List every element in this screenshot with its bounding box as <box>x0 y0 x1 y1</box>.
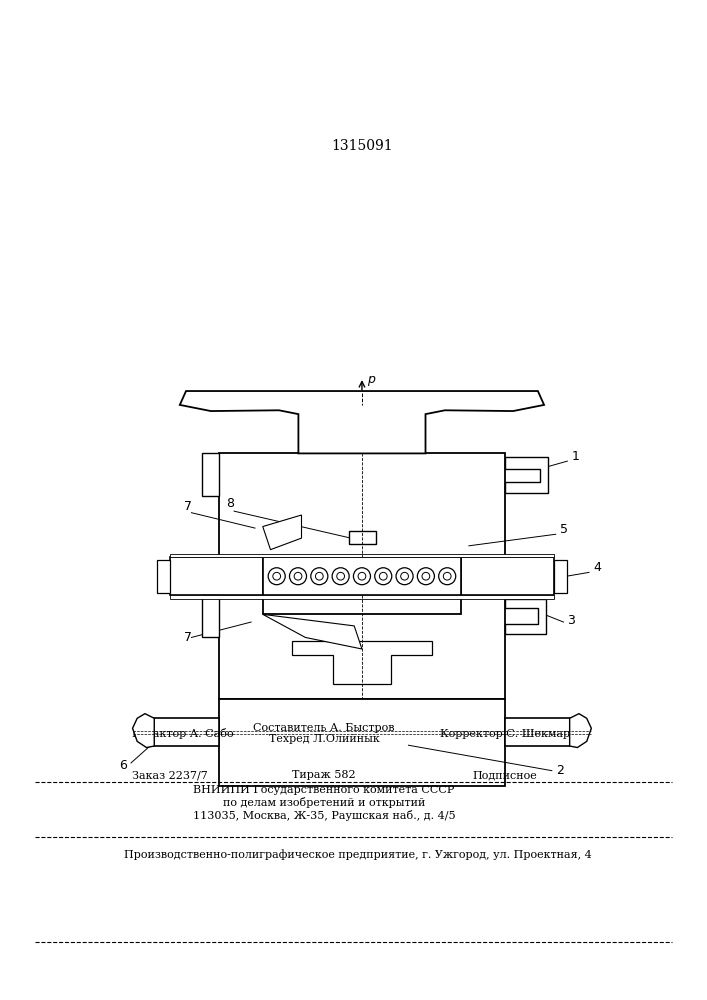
Text: 113035, Москва, Ж-35, Раушская наб., д. 4/5: 113035, Москва, Ж-35, Раушская наб., д. … <box>193 810 455 821</box>
Circle shape <box>422 572 430 580</box>
Text: 2: 2 <box>556 764 563 778</box>
Text: 5: 5 <box>559 523 568 536</box>
Bar <box>170 554 554 557</box>
Text: 8: 8 <box>226 497 234 510</box>
Text: 1: 1 <box>571 450 579 463</box>
PathPatch shape <box>263 557 461 595</box>
Circle shape <box>396 568 413 585</box>
PathPatch shape <box>292 641 432 684</box>
Text: 7: 7 <box>184 631 192 644</box>
PathPatch shape <box>132 714 154 748</box>
PathPatch shape <box>218 595 506 699</box>
Text: Производственно-полиграфическое предприятие, г. Ужгород, ул. Проектная, 4: Производственно-полиграфическое предприя… <box>124 849 592 860</box>
Text: Техред Л.Олийнык: Техред Л.Олийнык <box>269 734 380 744</box>
Circle shape <box>289 568 307 585</box>
Circle shape <box>438 568 456 585</box>
Text: Заказ 2237/7: Заказ 2237/7 <box>132 770 208 780</box>
Circle shape <box>375 568 392 585</box>
PathPatch shape <box>170 557 263 595</box>
Circle shape <box>417 568 434 585</box>
Circle shape <box>315 572 323 580</box>
Circle shape <box>273 572 281 580</box>
Text: по делам изобретений и открытий: по делам изобретений и открытий <box>223 797 425 808</box>
PathPatch shape <box>506 599 546 634</box>
Text: 6: 6 <box>119 759 127 772</box>
Circle shape <box>294 572 302 580</box>
Text: 3: 3 <box>567 614 575 627</box>
Circle shape <box>401 572 409 580</box>
Text: Тираж 582: Тираж 582 <box>292 770 356 780</box>
Text: 1315091: 1315091 <box>331 139 393 153</box>
Text: р: р <box>367 373 375 386</box>
Circle shape <box>354 568 370 585</box>
PathPatch shape <box>218 699 506 786</box>
PathPatch shape <box>154 718 218 746</box>
Bar <box>158 560 170 593</box>
Bar <box>170 595 554 599</box>
PathPatch shape <box>180 391 544 453</box>
PathPatch shape <box>201 453 218 496</box>
PathPatch shape <box>570 714 591 748</box>
Text: 7: 7 <box>184 500 192 513</box>
Circle shape <box>380 572 387 580</box>
Text: Подписное: Подписное <box>472 770 537 780</box>
Text: 4: 4 <box>593 561 601 574</box>
Text: Составитель А. Быстров: Составитель А. Быстров <box>253 723 395 733</box>
Circle shape <box>337 572 344 580</box>
PathPatch shape <box>506 457 548 493</box>
PathPatch shape <box>201 595 218 637</box>
PathPatch shape <box>263 515 301 550</box>
Bar <box>554 560 566 593</box>
PathPatch shape <box>218 453 506 557</box>
PathPatch shape <box>461 557 554 595</box>
PathPatch shape <box>263 614 362 649</box>
Circle shape <box>332 568 349 585</box>
Circle shape <box>358 572 366 580</box>
PathPatch shape <box>506 718 570 746</box>
Text: Редактор А. Сабо: Редактор А. Сабо <box>132 728 234 739</box>
Bar <box>349 531 376 544</box>
Circle shape <box>268 568 285 585</box>
Circle shape <box>311 568 328 585</box>
Text: ВНИИПИ Государственного комитета СССР: ВНИИПИ Государственного комитета СССР <box>193 785 455 795</box>
Text: Корректор С. Шекмар: Корректор С. Шекмар <box>440 729 570 739</box>
Circle shape <box>443 572 451 580</box>
